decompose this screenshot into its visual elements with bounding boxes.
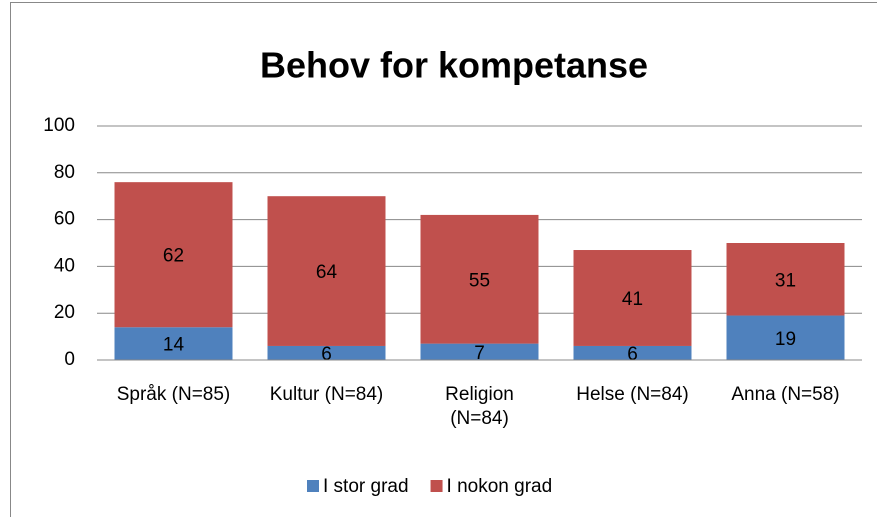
data-label: 6 (627, 344, 638, 365)
y-tick-label: 100 (43, 115, 75, 136)
y-tick-label: 80 (54, 162, 75, 183)
chart-border (10, 2, 877, 517)
bar-segment (726, 315, 845, 360)
x-tick-label: Religion (N=84) (445, 384, 514, 429)
data-label: 6 (321, 344, 332, 365)
bar-segment (267, 345, 386, 360)
data-label: 41 (622, 289, 643, 310)
y-tick-label: 20 (54, 302, 75, 323)
data-label: 55 (469, 270, 490, 291)
bar-segment (420, 343, 539, 360)
legend-label: I nokon grad (447, 476, 553, 497)
y-tick-label: 0 (64, 349, 75, 370)
data-label: 31 (775, 270, 796, 291)
bar-segment (114, 182, 233, 328)
legend-swatch (430, 480, 443, 492)
chart-title: Behov for kompetanse (260, 45, 648, 86)
data-label: 62 (163, 246, 184, 267)
legend-swatch (307, 480, 319, 492)
data-label: 14 (163, 335, 185, 356)
bar-segment (420, 214, 539, 344)
x-tick-label: Språk (N=85) (116, 384, 231, 405)
x-tick-label: Kultur (N=84) (269, 384, 384, 405)
data-label: 64 (316, 262, 338, 283)
bar-segment (573, 345, 692, 360)
data-label: 19 (775, 329, 796, 350)
y-tick-label: 60 (54, 209, 75, 230)
y-tick-label: 40 (54, 255, 75, 276)
x-tick-label: Helse (N=84) (576, 384, 689, 405)
bar-segment (573, 250, 692, 346)
bar-segment (114, 327, 233, 360)
bar-segment (726, 243, 845, 316)
legend-label: I stor grad (323, 476, 409, 497)
bar-segment (267, 196, 386, 346)
x-tick-label: Anna (N=58) (731, 384, 840, 405)
data-label: 7 (474, 343, 485, 364)
